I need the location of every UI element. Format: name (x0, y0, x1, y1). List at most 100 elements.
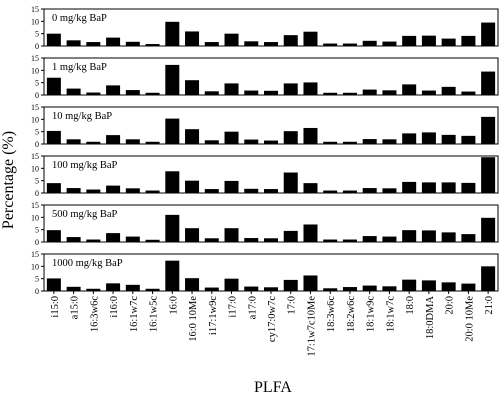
x-tick-label: 16:1w7c (129, 296, 140, 333)
bar (441, 232, 456, 242)
bar (264, 140, 278, 144)
bar (303, 31, 318, 46)
bar (323, 141, 338, 144)
bar (106, 85, 121, 95)
y-tick-label: 0 (35, 238, 39, 247)
bar (402, 279, 417, 291)
x-tick-label: 18:3w6c (326, 296, 337, 333)
x-tick-label: 17:1w7c10Me (306, 296, 317, 357)
x-tick-label: 16:0 (168, 296, 179, 315)
y-tick-label: 0 (35, 189, 39, 198)
bar (145, 92, 160, 95)
series-label: 1000 mg/kg BaP (52, 258, 123, 269)
bar (125, 90, 140, 95)
x-tick-label: 21:0 (484, 296, 495, 315)
bar (461, 91, 476, 95)
bar (86, 189, 101, 193)
bar (382, 41, 397, 46)
bar (106, 283, 121, 291)
bar (264, 238, 278, 242)
bar (342, 141, 357, 144)
bar (145, 141, 160, 144)
bar (323, 43, 338, 46)
bar (204, 91, 219, 95)
bar (283, 35, 298, 46)
bar (264, 189, 278, 193)
bar (264, 90, 278, 95)
bar (303, 183, 318, 193)
bar (86, 288, 101, 291)
bar (461, 283, 476, 291)
bar (204, 140, 219, 144)
bar (283, 131, 298, 144)
bar (323, 239, 338, 242)
bar (481, 71, 496, 95)
y-tick-label: 15 (31, 152, 39, 161)
bar (283, 279, 298, 291)
bar (244, 188, 259, 193)
bar (46, 33, 61, 46)
bar (342, 287, 357, 291)
x-axis-label: PLFA (254, 379, 292, 396)
y-tick-label: 0 (35, 91, 39, 100)
y-tick-label: 5 (35, 226, 39, 235)
bar (244, 286, 259, 291)
bar (46, 278, 61, 291)
bar (66, 40, 81, 46)
bar (224, 228, 239, 242)
bar (145, 190, 160, 193)
bar (86, 141, 101, 144)
bar (441, 134, 456, 144)
bar (165, 118, 180, 144)
bar (244, 238, 259, 242)
bar (303, 224, 318, 242)
bar (342, 92, 357, 95)
bar (461, 135, 476, 144)
x-tick-label: 18:1w9c (366, 296, 377, 333)
bar (382, 286, 397, 291)
bar (461, 234, 476, 242)
bar (46, 130, 61, 144)
x-tick-label: 16:1w5c (149, 296, 160, 333)
bar (185, 180, 200, 193)
bar (323, 92, 338, 95)
bar (461, 182, 476, 193)
y-tick-label: 15 (31, 250, 39, 259)
y-tick-label: 15 (31, 201, 39, 210)
x-tick-label: i16:0 (109, 296, 120, 318)
bar (125, 139, 140, 144)
bar (441, 182, 456, 193)
x-tick-label: 18:2w6c (346, 296, 357, 333)
y-tick-label: 0 (35, 287, 39, 296)
bar (185, 80, 200, 95)
bar (125, 284, 140, 291)
bar (46, 183, 61, 193)
bar (481, 22, 496, 46)
bar (323, 190, 338, 193)
bar (342, 190, 357, 193)
x-tick-label: 17:0 (287, 296, 298, 315)
x-tick-label: cy17:0w7c (267, 296, 278, 342)
series-label: 0 mg/kg BaP (52, 13, 107, 24)
bar (382, 236, 397, 242)
y-tick-label: 10 (31, 262, 39, 271)
bar (125, 236, 140, 242)
bar (86, 239, 101, 242)
series-label: 1 mg/kg BaP (52, 62, 107, 73)
bar (283, 172, 298, 193)
bar (224, 33, 239, 46)
y-tick-label: 10 (31, 164, 39, 173)
bar (165, 214, 180, 242)
bar (362, 285, 377, 291)
x-tick-label: i17:0 (228, 296, 239, 318)
bar (481, 116, 496, 144)
x-tick-label: 18:1w7c (385, 296, 396, 333)
bar (224, 278, 239, 291)
bar (283, 230, 298, 242)
bar (66, 139, 81, 144)
bar (362, 40, 377, 46)
bar (46, 230, 61, 242)
bar (66, 286, 81, 291)
